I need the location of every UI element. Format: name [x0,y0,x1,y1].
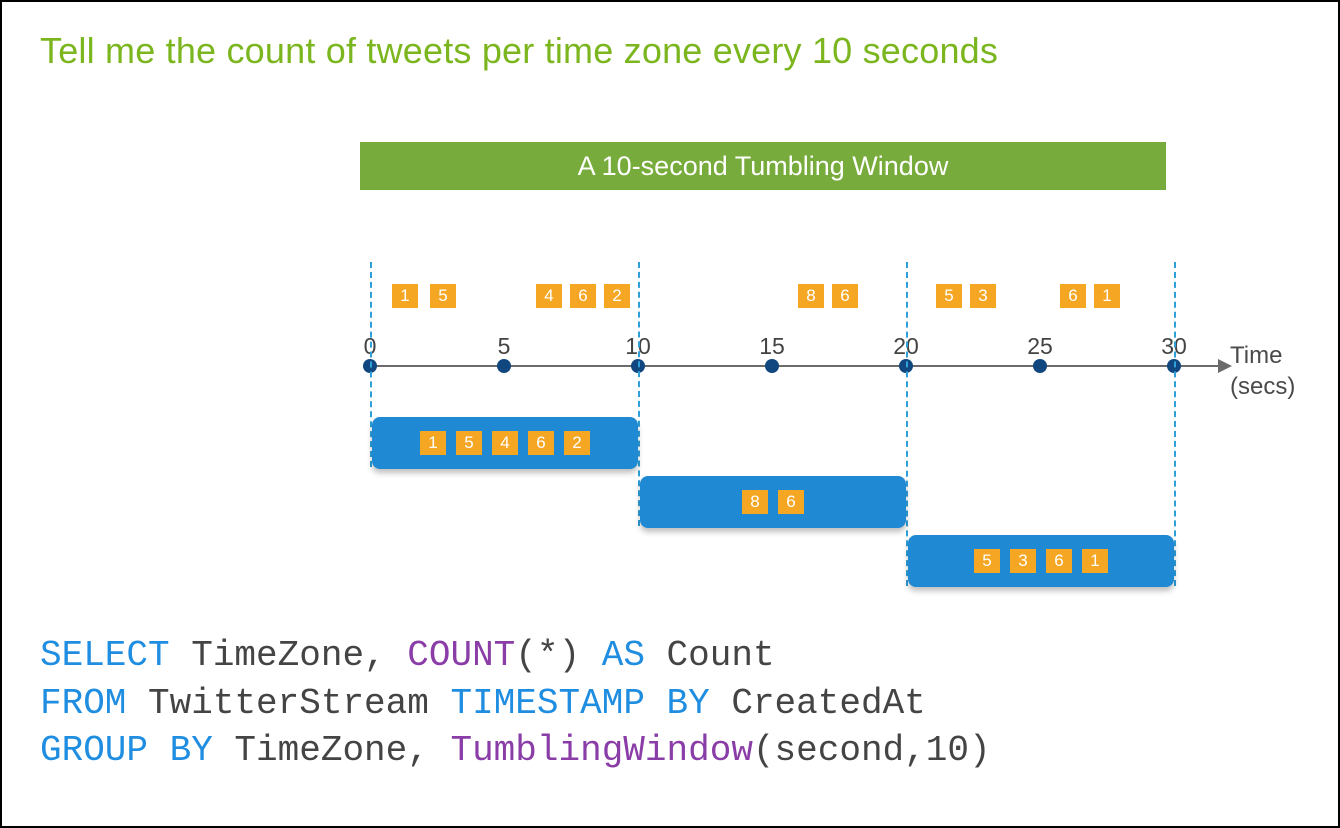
timeline-diagram: 051015202530Time(secs)154628653611546286… [360,262,1200,602]
banner: A 10-second Tumbling Window [360,142,1166,190]
tick-dot [497,359,511,373]
event-box: 1 [1094,284,1120,308]
event-box: 6 [832,284,858,308]
event-box: 3 [970,284,996,308]
sql-token: TwitterStream [126,683,450,724]
event-box: 8 [742,490,768,514]
sql-token: TimeZone, [170,635,408,676]
sql-token: AS [602,635,645,676]
sql-line: FROM TwitterStream TIMESTAMP BY CreatedA… [40,680,991,728]
sql-line: GROUP BY TimeZone, TumblingWindow(second… [40,727,991,775]
sql-token: GROUP BY [40,730,213,771]
event-box: 1 [1082,549,1108,573]
event-box: 6 [570,284,596,308]
axis-label: Time(secs) [1230,340,1295,402]
sql-line: SELECT TimeZone, COUNT(*) AS Count [40,632,991,680]
slide-title: Tell me the count of tweets per time zon… [40,30,998,72]
event-box: 1 [420,431,446,455]
tick-dot [765,359,779,373]
event-box: 6 [1060,284,1086,308]
sql-token: COUNT [407,635,515,676]
sql-token: CreatedAt [710,683,926,724]
tick-label: 5 [484,333,524,360]
event-box: 5 [456,431,482,455]
sql-code: SELECT TimeZone, COUNT(*) AS CountFROM T… [40,632,991,775]
event-box: 5 [974,549,1000,573]
event-box: 6 [528,431,554,455]
event-box: 2 [564,431,590,455]
event-box: 4 [492,431,518,455]
tumbling-window: 5361 [908,535,1174,587]
sql-token: Count [645,635,775,676]
sql-token: TumblingWindow [450,730,752,771]
event-box: 4 [536,284,562,308]
banner-text: A 10-second Tumbling Window [578,151,949,181]
event-box: 5 [430,284,456,308]
sql-token: TimeZone, [213,730,451,771]
window-divider-line [1174,262,1176,586]
tumbling-window: 15462 [372,417,638,469]
sql-token: FROM [40,683,126,724]
event-box: 3 [1010,549,1036,573]
event-box: 5 [936,284,962,308]
sql-token: SELECT [40,635,170,676]
slide-container: Tell me the count of tweets per time zon… [0,0,1340,828]
window-divider-line [906,262,908,586]
sql-token: (second,10) [753,730,991,771]
event-box: 8 [798,284,824,308]
tick-label: 15 [752,333,792,360]
tumbling-window: 86 [640,476,906,528]
sql-token: (*) [515,635,601,676]
event-box: 2 [604,284,630,308]
event-box: 1 [392,284,418,308]
event-box: 6 [1046,549,1072,573]
event-box: 6 [778,490,804,514]
sql-token: TIMESTAMP BY [450,683,709,724]
tick-label: 25 [1020,333,1060,360]
tick-dot [1033,359,1047,373]
